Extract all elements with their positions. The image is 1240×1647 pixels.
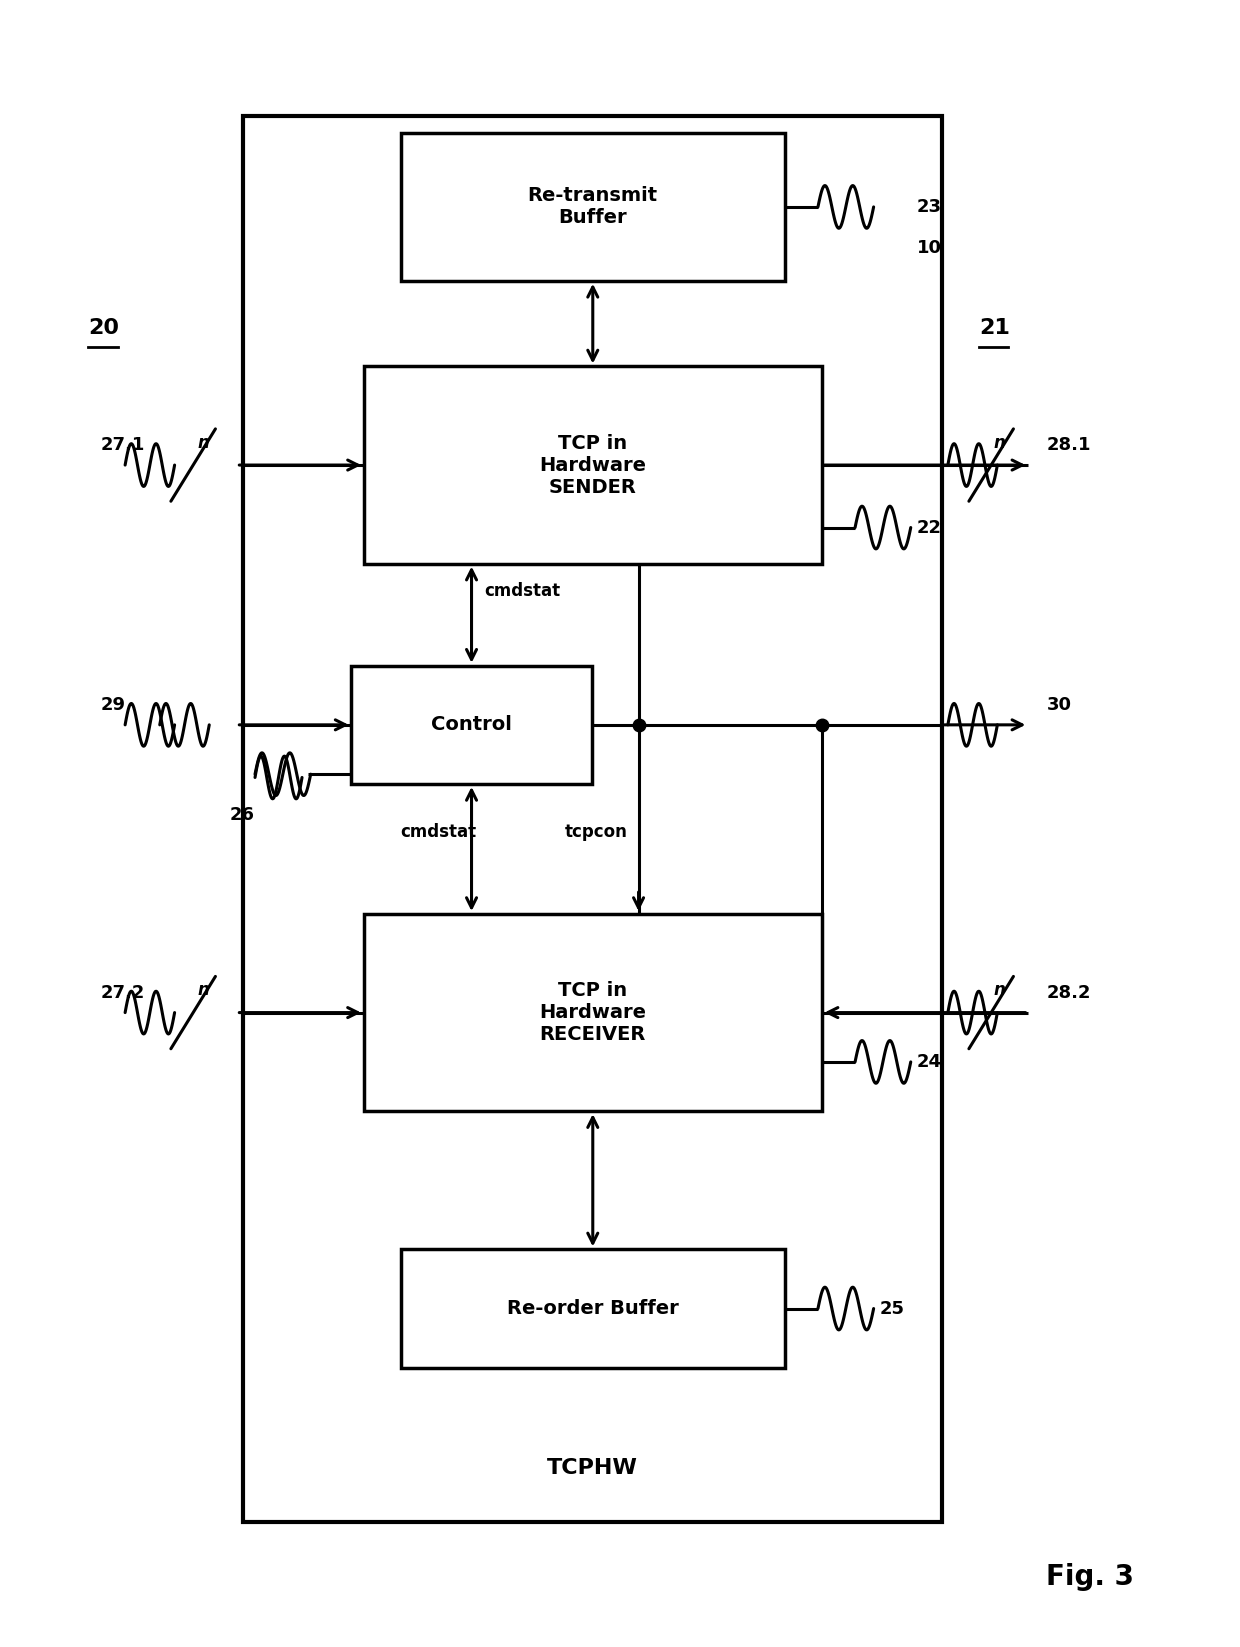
FancyBboxPatch shape <box>401 133 785 282</box>
Text: Re-transmit
Buffer: Re-transmit Buffer <box>528 186 658 227</box>
Text: TCPHW: TCPHW <box>547 1458 639 1477</box>
Text: Fig. 3: Fig. 3 <box>1047 1563 1135 1591</box>
Text: 21: 21 <box>978 318 1009 338</box>
Text: 23: 23 <box>916 198 942 216</box>
FancyBboxPatch shape <box>363 366 822 563</box>
Text: TCP in
Hardware
RECEIVER: TCP in Hardware RECEIVER <box>539 982 646 1044</box>
Text: 24: 24 <box>916 1052 942 1071</box>
Text: 27.2: 27.2 <box>100 983 145 1001</box>
Text: tcpcon: tcpcon <box>564 824 627 842</box>
FancyBboxPatch shape <box>363 914 822 1112</box>
Text: Re-order Buffer: Re-order Buffer <box>507 1299 678 1318</box>
Text: 28.1: 28.1 <box>1047 436 1091 455</box>
Text: n: n <box>197 433 210 451</box>
Text: n: n <box>197 982 210 1000</box>
Text: cmdstat: cmdstat <box>399 824 476 842</box>
Text: 26: 26 <box>229 807 255 824</box>
FancyBboxPatch shape <box>401 1250 785 1367</box>
Text: Control: Control <box>432 715 512 735</box>
Text: n: n <box>994 433 1006 451</box>
FancyBboxPatch shape <box>243 117 941 1522</box>
Text: 20: 20 <box>88 318 119 338</box>
Text: TCP in
Hardware
SENDER: TCP in Hardware SENDER <box>539 433 646 496</box>
Text: n: n <box>994 982 1006 1000</box>
Text: 27.1: 27.1 <box>100 436 145 455</box>
Text: cmdstat: cmdstat <box>484 581 560 600</box>
Text: 25: 25 <box>880 1299 905 1318</box>
Text: 28.2: 28.2 <box>1047 983 1091 1001</box>
Text: 29: 29 <box>100 697 125 715</box>
FancyBboxPatch shape <box>351 665 593 784</box>
Text: 22: 22 <box>916 519 942 537</box>
Text: 10: 10 <box>916 239 942 257</box>
Text: 30: 30 <box>1047 697 1071 715</box>
